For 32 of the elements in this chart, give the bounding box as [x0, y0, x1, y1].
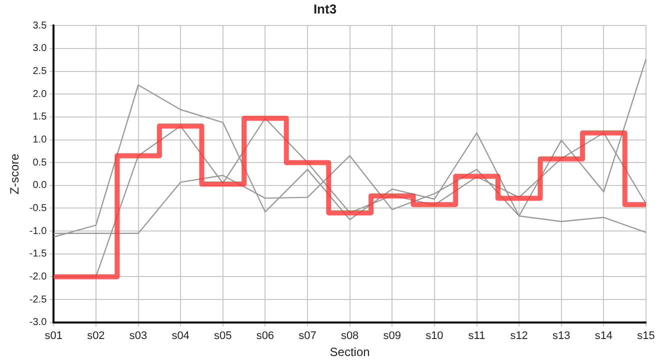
x-tick-label: s10 [426, 330, 444, 342]
x-tick-label: s06 [256, 330, 274, 342]
y-tick-label: 3.5 [32, 20, 48, 32]
y-tick-label: -1.0 [29, 226, 48, 237]
x-tick-label: s04 [172, 330, 190, 342]
y-tick-label: 3.0 [32, 43, 48, 54]
x-tick-label: s07 [298, 330, 316, 342]
x-tick-label: s14 [594, 330, 613, 342]
x-axis-title: Section [330, 345, 370, 360]
x-tick-label: s11 [468, 330, 486, 342]
y-tick-label: -0.5 [29, 202, 48, 214]
y-tick-label: -3.0 [29, 317, 48, 328]
y-tick-label: 2.5 [32, 66, 48, 78]
x-tick-label: s15 [637, 330, 655, 342]
y-tick-label: 0.5 [32, 157, 48, 168]
x-tick-label: s03 [129, 330, 148, 342]
y-tick-label: -2.5 [29, 294, 48, 306]
y-tick-label: 0.0 [32, 180, 48, 192]
x-tick-label: s09 [383, 330, 402, 342]
x-tick-label: s08 [340, 330, 359, 342]
x-tick-label: s05 [214, 330, 232, 342]
y-tick-label: 1.0 [32, 134, 48, 146]
chart-title: Int3 [313, 1, 337, 16]
y-tick-label: -2.0 [29, 271, 48, 282]
y-tick-label: 1.5 [32, 112, 48, 123]
x-tick-label: s13 [552, 330, 570, 342]
x-tick-label: s12 [510, 330, 528, 342]
x-tick-label: s02 [87, 330, 105, 342]
y-tick-label: 2.0 [32, 88, 48, 100]
x-tick-label: s01 [44, 330, 63, 342]
y-axis-title: Z-score [8, 153, 22, 194]
y-tick-label: -1.5 [29, 248, 48, 260]
